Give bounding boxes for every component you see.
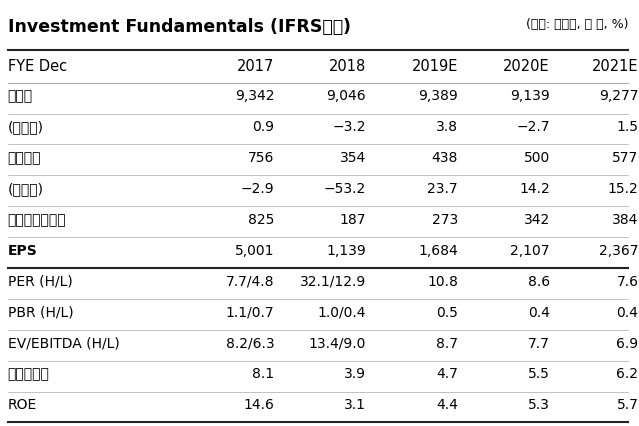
Text: 0.5: 0.5 [436, 306, 458, 320]
Text: 지배주주순이익: 지배주주순이익 [8, 213, 66, 227]
Text: 8.2/6.3: 8.2/6.3 [226, 337, 274, 351]
Text: 1,139: 1,139 [327, 244, 366, 258]
Text: 342: 342 [523, 213, 550, 227]
Text: 3.9: 3.9 [344, 368, 366, 381]
Text: 15.2: 15.2 [608, 182, 638, 196]
Text: 6.9: 6.9 [616, 337, 638, 351]
Text: 7.6: 7.6 [617, 275, 638, 289]
Text: 1,684: 1,684 [418, 244, 458, 258]
Text: 2017: 2017 [237, 58, 274, 74]
Text: −2.7: −2.7 [516, 120, 550, 134]
Text: 3.1: 3.1 [344, 398, 366, 412]
Text: 8.1: 8.1 [252, 368, 274, 381]
Text: 14.2: 14.2 [519, 182, 550, 196]
Text: −3.2: −3.2 [333, 120, 366, 134]
Text: 756: 756 [248, 151, 274, 165]
Text: 825: 825 [248, 213, 274, 227]
Text: 영업이익률: 영업이익률 [8, 368, 50, 381]
Text: 10.8: 10.8 [427, 275, 458, 289]
Text: 5,001: 5,001 [235, 244, 274, 258]
Text: −2.9: −2.9 [241, 182, 274, 196]
Text: 354: 354 [340, 151, 366, 165]
Text: 23.7: 23.7 [427, 182, 458, 196]
Text: ROE: ROE [8, 398, 37, 412]
Text: FYE Dec: FYE Dec [8, 58, 67, 74]
Text: 32.1/12.9: 32.1/12.9 [300, 275, 366, 289]
Text: 5.7: 5.7 [617, 398, 638, 412]
Text: 1.0/0.4: 1.0/0.4 [318, 306, 366, 320]
Text: 438: 438 [431, 151, 458, 165]
Text: Investment Fundamentals (IFRS연결): Investment Fundamentals (IFRS연결) [8, 18, 351, 36]
Text: (증가율): (증가율) [8, 182, 43, 196]
Text: EV/EBITDA (H/L): EV/EBITDA (H/L) [8, 337, 119, 351]
Text: (단위: 십억원, 원 배, %): (단위: 십억원, 원 배, %) [526, 18, 628, 32]
Text: 384: 384 [612, 213, 638, 227]
Text: 273: 273 [432, 213, 458, 227]
Text: 577: 577 [612, 151, 638, 165]
Text: 1.5: 1.5 [617, 120, 638, 134]
Text: 187: 187 [340, 213, 366, 227]
Text: 0.4: 0.4 [617, 306, 638, 320]
Text: 2021E: 2021E [592, 58, 638, 74]
Text: 5.3: 5.3 [528, 398, 550, 412]
Text: 1.1/0.7: 1.1/0.7 [226, 306, 274, 320]
Text: 매출액: 매출액 [8, 89, 33, 104]
Text: 9,046: 9,046 [327, 89, 366, 104]
Text: 500: 500 [523, 151, 550, 165]
Text: 7.7/4.8: 7.7/4.8 [226, 275, 274, 289]
Text: 9,139: 9,139 [510, 89, 550, 104]
Text: 3.8: 3.8 [436, 120, 458, 134]
Text: 13.4/9.0: 13.4/9.0 [309, 337, 366, 351]
Text: 9,342: 9,342 [235, 89, 274, 104]
Text: 2020E: 2020E [503, 58, 550, 74]
Text: 2018: 2018 [329, 58, 366, 74]
Text: 4.4: 4.4 [436, 398, 458, 412]
Text: 2,367: 2,367 [599, 244, 638, 258]
Text: 9,389: 9,389 [418, 89, 458, 104]
Text: 4.7: 4.7 [436, 368, 458, 381]
Text: 7.7: 7.7 [528, 337, 550, 351]
Text: (증가율): (증가율) [8, 120, 43, 134]
Text: 14.6: 14.6 [243, 398, 274, 412]
Text: 6.2: 6.2 [617, 368, 638, 381]
Text: 0.4: 0.4 [528, 306, 550, 320]
Text: 영업이익: 영업이익 [8, 151, 42, 165]
Text: 2019E: 2019E [412, 58, 458, 74]
Text: 5.5: 5.5 [528, 368, 550, 381]
Text: 2,107: 2,107 [511, 244, 550, 258]
Text: −53.2: −53.2 [324, 182, 366, 196]
Text: 9,277: 9,277 [599, 89, 638, 104]
Text: EPS: EPS [8, 244, 38, 258]
Text: PBR (H/L): PBR (H/L) [8, 306, 73, 320]
Text: 8.7: 8.7 [436, 337, 458, 351]
Text: PER (H/L): PER (H/L) [8, 275, 72, 289]
Text: 8.6: 8.6 [528, 275, 550, 289]
Text: 0.9: 0.9 [252, 120, 274, 134]
